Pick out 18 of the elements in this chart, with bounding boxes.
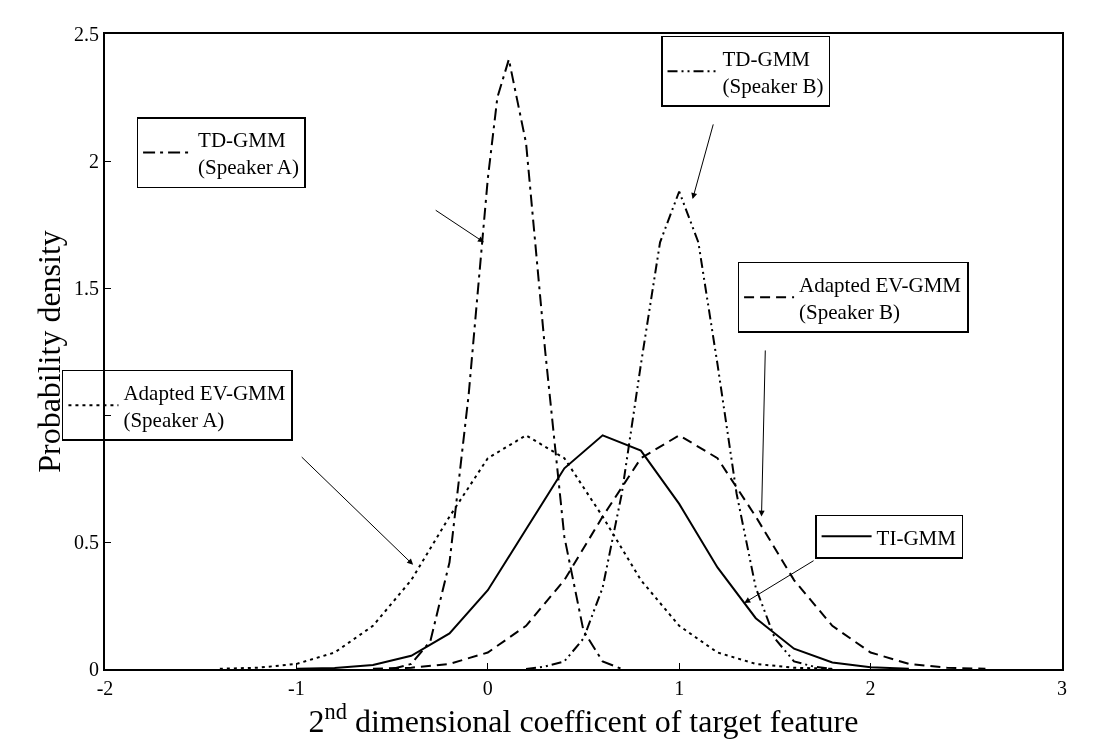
x-tick-label: 2	[865, 677, 876, 699]
x-tick-label: 1	[674, 677, 685, 699]
x-tick-label: -2	[96, 677, 114, 699]
y-tick-label: 0	[89, 658, 99, 680]
x-axis-title: 2$^{nd}$ dimensional coefficent of target feature	[308, 699, 859, 740]
x-tick-label: 0	[482, 677, 493, 699]
legend-label: TD-GMM (Speaker A)	[198, 128, 299, 180]
y-tick-label: 2	[89, 150, 99, 172]
y-axis-title: Probability density	[30, 230, 67, 473]
x-tick-label: -1	[288, 677, 305, 699]
y-tick-label: 2.5	[74, 23, 99, 45]
legend-label: Adapted EV-GMM (Speaker A)	[123, 380, 286, 433]
legend-label: TI-GMM	[876, 525, 957, 550]
legend-label: TD-GMM (Speaker B)	[722, 46, 824, 99]
x-tick-label: 3	[1057, 677, 1067, 699]
y-tick-label: 0.5	[74, 531, 99, 553]
legend-label: Adapted EV-GMM (Speaker B)	[799, 272, 962, 325]
y-tick-label: 1.5	[74, 277, 99, 299]
